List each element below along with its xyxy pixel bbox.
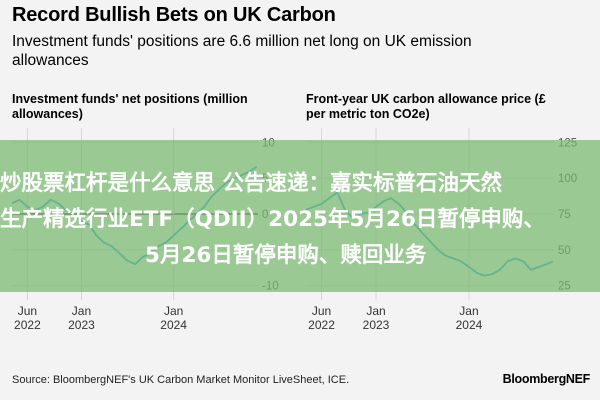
x-tick-label: 2023 (363, 318, 390, 332)
subheadline: Investment funds' positions are 6.6 mill… (12, 33, 472, 69)
left-chart-title: Investment funds' net positions (million… (12, 92, 248, 121)
right-chart-title: Front-year UK carbon allowance price (£ … (306, 92, 546, 121)
x-tick-label: 2022 (308, 318, 335, 332)
x-tick-label: Jun (18, 304, 37, 318)
banner-text-line-1: 炒股票杠杆是什么意思 公告速递：嘉实标普石油天然 (0, 171, 502, 196)
x-tick-label: Jan (366, 304, 385, 318)
banner-text-line-3: 5月26日暂停申购、赎回业务 (145, 243, 427, 268)
x-tick-label: 2024 (160, 318, 187, 332)
x-tick-label: 2022 (14, 318, 41, 332)
banner-text-line-2: 生产精选行业ETF（QDII）2025年5月26日暂停申购、 (0, 207, 545, 232)
x-tick-label: Jun (312, 304, 331, 318)
headline: Record Bullish Bets on UK Carbon (12, 4, 336, 26)
overlay-banner (0, 140, 600, 292)
x-tick-label: Jan (459, 304, 478, 318)
x-tick-label: 2023 (68, 318, 95, 332)
x-tick-label: Jan (72, 304, 91, 318)
x-tick-label: Jan (164, 304, 183, 318)
source-note: Source: BloombergNEF's UK Carbon Market … (12, 374, 350, 386)
x-tick-label: 2024 (456, 318, 483, 332)
brand-logo: BloombergNEF (502, 372, 591, 386)
